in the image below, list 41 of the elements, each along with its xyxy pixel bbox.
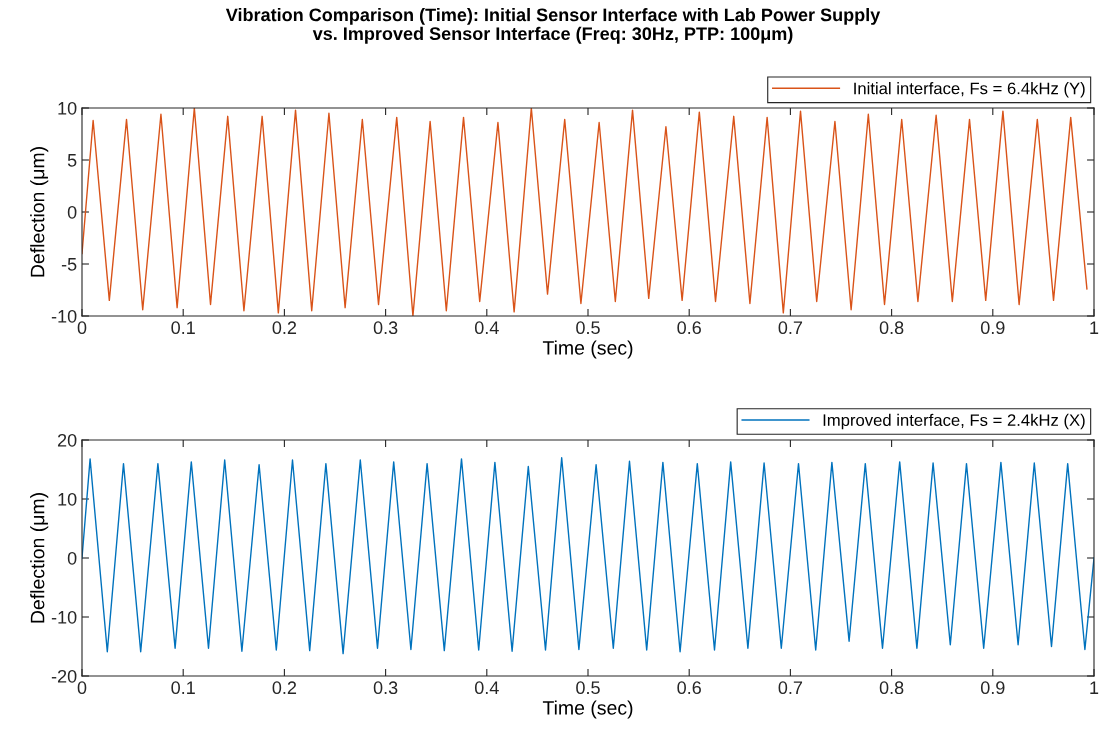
y-tick-label: 10: [58, 101, 77, 115]
x-tick-label: 0.9: [980, 321, 1005, 335]
x-tick-label: 0.2: [272, 681, 297, 695]
x-tick-label: 0.3: [373, 681, 398, 695]
x-tick-label: 0.1: [171, 681, 195, 695]
legend-label: Initial interface, Fs = 6.4kHz (Y): [854, 82, 1085, 98]
x-tick-label: 0.2: [272, 321, 297, 335]
x-tick-label: 1: [1090, 321, 1099, 334]
x-tick-label: 0.8: [879, 681, 904, 695]
x-tick-label: 0.1: [171, 321, 195, 335]
x-tick-label: 0.7: [778, 321, 803, 335]
x-tick-label: 0.8: [879, 321, 904, 335]
chart-title: Vibration Comparison (Time): Initial Sensor Interface with Lab Power Supply vs. Improved Sensor Interface (Freq: 30Hz, PTP: 100μm): [225, 8, 881, 44]
x-tick-label: 0.6: [677, 681, 701, 695]
y-tick-label: -10: [51, 309, 77, 323]
y-tick-label: 0: [67, 551, 77, 565]
x-axis-title: Time (sec): [542, 700, 633, 719]
y-tick-label: 0: [67, 205, 77, 219]
x-tick-label: 0: [77, 321, 87, 335]
x-tick-label: 0.9: [980, 681, 1005, 695]
x-tick-label: 0.6: [677, 321, 701, 335]
x-tick-label: 0.4: [474, 681, 499, 695]
x-tick-label: 0.7: [778, 681, 803, 695]
y-tick-label: -20: [51, 669, 77, 683]
line-series: [82, 457, 1094, 655]
x-tick-label: 0: [77, 681, 87, 695]
y-tick-label: 10: [58, 492, 77, 506]
legend-label: Improved interface, Fs = 2.4kHz (X): [823, 413, 1085, 430]
y-tick-label: -10: [51, 610, 77, 624]
line-series: [82, 108, 1088, 316]
y-tick-label: -5: [61, 258, 77, 271]
x-tick-label: 0.5: [576, 321, 600, 335]
y-tick-label: 20: [57, 433, 77, 447]
y-axis-title: Deflection (μm): [30, 147, 49, 277]
x-tick-label: 0.3: [373, 321, 398, 335]
x-axis-title: Time (sec): [542, 340, 633, 359]
x-tick-label: 1: [1090, 681, 1099, 694]
y-tick-label: 5: [67, 154, 77, 167]
x-tick-label: 0.4: [474, 321, 499, 335]
x-tick-label: 0.5: [576, 681, 600, 695]
y-axis-title: Deflection (μm): [30, 493, 49, 623]
